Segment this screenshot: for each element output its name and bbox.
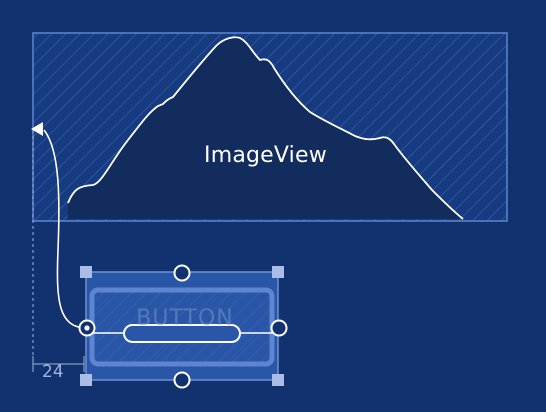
imageview-widget[interactable] [32,32,508,222]
resize-handle-top-left[interactable] [80,266,92,278]
mountain-outline [67,36,464,220]
constraint-connector[interactable] [43,129,88,329]
resize-handle-top-right[interactable] [272,266,284,278]
baseline-handle[interactable] [123,324,241,343]
left-anchor-dot [84,325,90,331]
constraint-arrow-icon [31,122,43,136]
button-label: BUTTON [136,306,234,331]
imageview-border [32,32,508,222]
bottom-anchor-handle[interactable] [173,371,191,389]
mountain-placeholder-icon [68,37,463,219]
margin-value-label: 24 [42,362,64,382]
top-anchor-handle[interactable] [173,264,191,282]
resize-handle-bottom-right[interactable] [272,374,284,386]
right-anchor-handle[interactable] [270,319,288,337]
imageview-label: ImageView [204,143,327,168]
resize-handle-bottom-left[interactable] [80,374,92,386]
